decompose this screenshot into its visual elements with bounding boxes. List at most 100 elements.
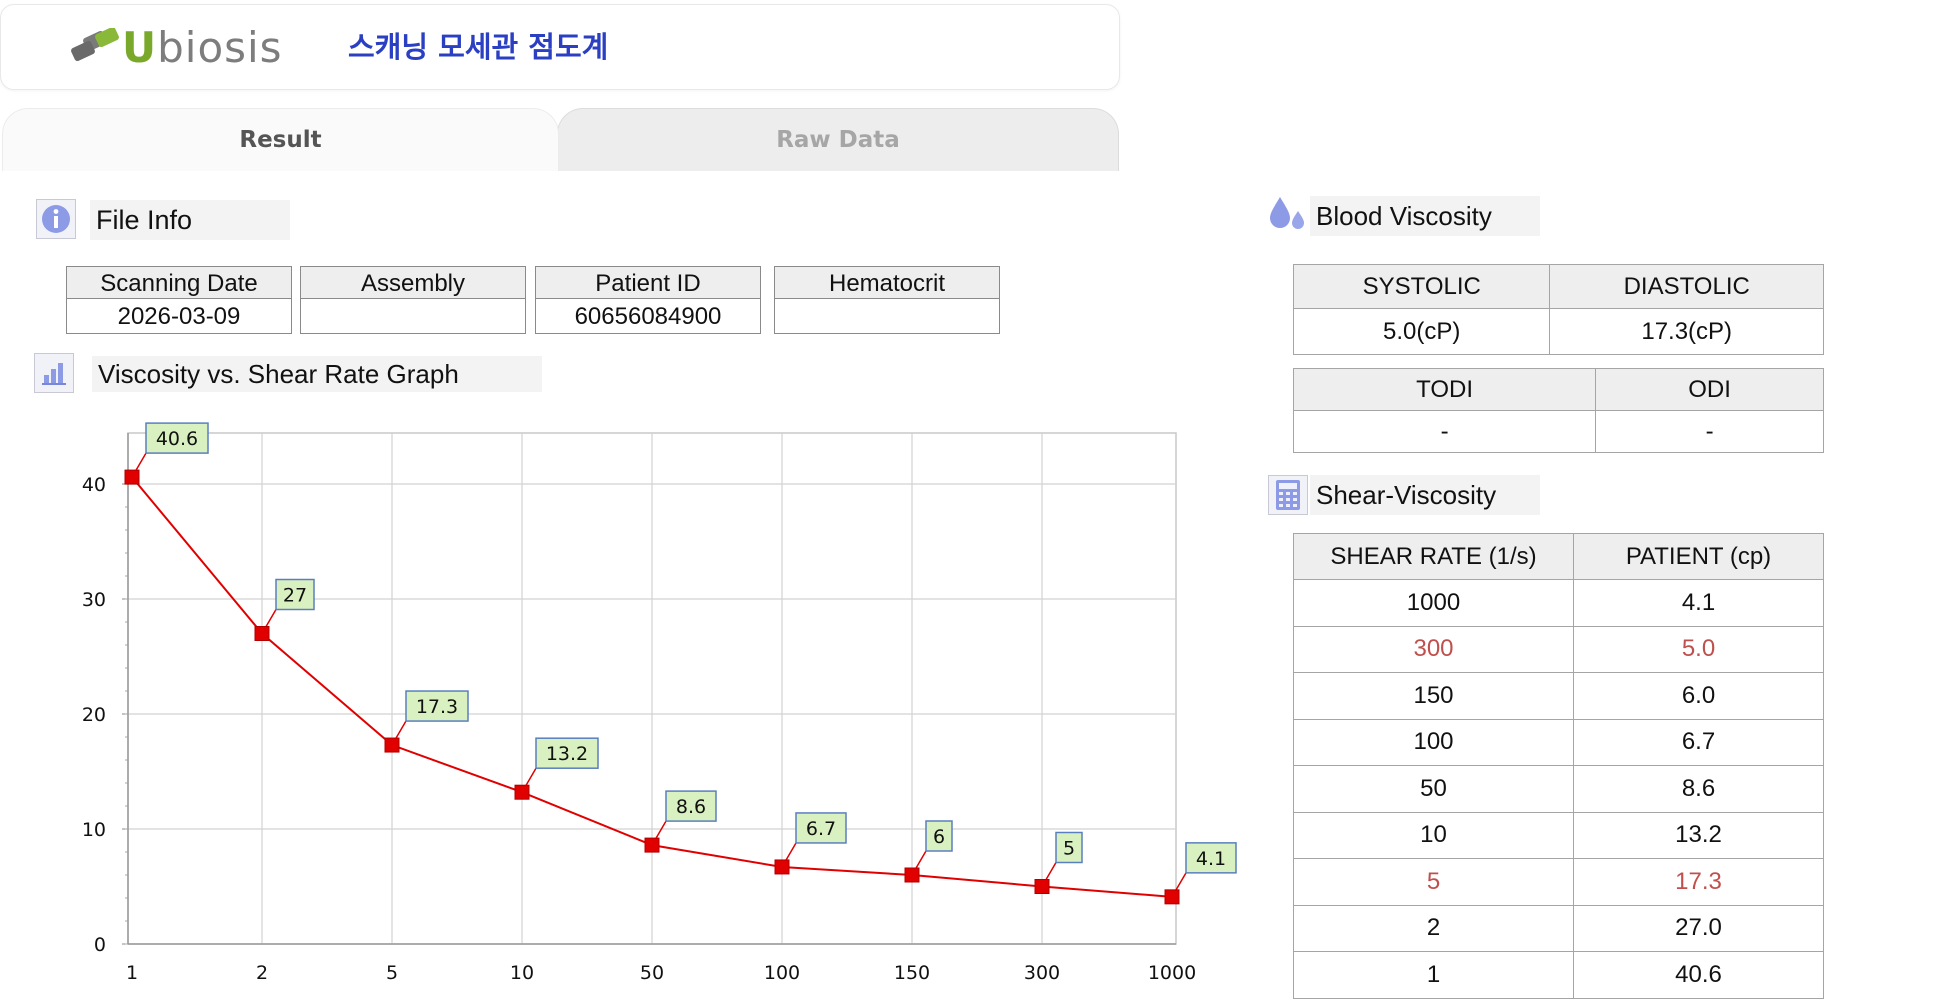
data-point [514, 784, 530, 800]
x-tick-label: 1 [126, 962, 138, 984]
data-point [124, 469, 140, 485]
data-point [1034, 879, 1050, 894]
patient-value-cell: 6.0 [1573, 672, 1824, 720]
x-tick-label: 5 [386, 962, 398, 984]
table-row: 300 5.0 [1293, 625, 1824, 673]
data-label-box [1055, 831, 1083, 864]
shear-rate-cell: 1 [1293, 951, 1574, 999]
data-label: 5 [1063, 838, 1075, 860]
data-label-box [405, 690, 469, 722]
file-info-header: Assembly [300, 266, 526, 299]
file-info-title: File Info [90, 200, 290, 240]
data-point [254, 626, 270, 641]
x-tick-label: 2 [256, 962, 268, 984]
data-label-box [925, 820, 953, 852]
file-info-scanning-date: Scanning Date 2026-03-09 [66, 266, 292, 334]
systolic-value: 5.0(cP) [1292, 308, 1551, 355]
shear-viscosity-table: SHEAR RATE (1/s) PATIENT (cp) 1000 4.1 300… [1293, 533, 1824, 999]
y-tick-label: 30 [82, 589, 106, 611]
patient-value-cell: 5.0 [1573, 625, 1824, 673]
shear-rate-cell: 5 [1293, 858, 1574, 906]
shear-rate-header: SHEAR RATE (1/s) [1293, 533, 1574, 580]
patient-value-cell: 8.6 [1573, 765, 1824, 813]
info-icon [36, 199, 76, 239]
app-title: 스캐닝 모세관 점도계 [348, 30, 609, 64]
data-label: 27 [283, 585, 307, 607]
todi-value: - [1292, 410, 1597, 453]
viscosity-shear-chart: 0 10 20 30 40 1 2 5 10 50 100 150 300 1000 40.6 27 17.3 1… [82, 422, 1237, 984]
file-info-value: 2026-03-09 [66, 299, 292, 334]
file-info-value: 60656084900 [535, 299, 761, 334]
systolic-header: SYSTOLIC [1292, 264, 1551, 309]
x-tick-label: 10 [510, 962, 534, 984]
shear-rate-cell: 1000 [1293, 579, 1574, 627]
table-row: 2 27.0 [1293, 904, 1824, 952]
data-point [644, 837, 660, 853]
water-drops-icon [1266, 193, 1310, 233]
todi-header: TODI [1292, 368, 1597, 411]
patient-value-cell: 27.0 [1573, 904, 1824, 952]
shear-rate-cell: 50 [1293, 765, 1574, 813]
patient-value-cell: 13.2 [1573, 811, 1824, 859]
patient-header: PATIENT (cp) [1573, 533, 1824, 580]
shear-viscosity-title: Shear-Viscosity [1310, 475, 1540, 515]
shear-rate-cell: 10 [1293, 811, 1574, 859]
file-info-value [300, 299, 526, 334]
x-tick-label: 50 [640, 962, 664, 984]
y-tick-label: 40 [82, 474, 106, 496]
file-info-header: Hematocrit [774, 266, 1000, 299]
odi-value: - [1595, 410, 1824, 453]
data-label: 8.6 [676, 796, 706, 818]
x-tick-label: 300 [1024, 962, 1060, 984]
data-label-box [145, 422, 209, 454]
tab-raw-data[interactable]: Raw Data [557, 108, 1119, 171]
table-row: 5 17.3 [1293, 858, 1824, 906]
data-point [774, 859, 790, 875]
data-label: 4.1 [1196, 848, 1226, 870]
table-row: 50 8.6 [1293, 765, 1824, 813]
file-info-value [774, 299, 1000, 334]
logo-wordmark: Ubiosis [122, 23, 283, 72]
shear-rate-cell: 300 [1293, 625, 1574, 673]
shear-rate-cell: 150 [1293, 672, 1574, 720]
tab-result[interactable]: Result [2, 108, 559, 171]
data-label-box [665, 790, 717, 822]
table-row: 1000 4.1 [1293, 579, 1824, 627]
table-row: 150 6.0 [1293, 672, 1824, 720]
app-header [0, 4, 1120, 90]
file-info-assembly: Assembly [300, 266, 526, 334]
diastolic-value: 17.3(cP) [1549, 308, 1824, 355]
diastolic-header: DIASTOLIC [1549, 264, 1824, 309]
file-info-hematocrit: Hematocrit [774, 266, 1000, 334]
file-info-patient-id: Patient ID 60656084900 [535, 266, 761, 334]
patient-value-cell: 6.7 [1573, 718, 1824, 766]
x-tick-label: 150 [894, 962, 930, 984]
graph-title: Viscosity vs. Shear Rate Graph [92, 356, 542, 392]
table-row: 100 6.7 [1293, 718, 1824, 766]
data-label: 13.2 [546, 743, 588, 765]
y-tick-label: 0 [94, 934, 106, 956]
data-label-box [1185, 842, 1237, 874]
table-row: 1 40.6 [1293, 951, 1824, 999]
data-label: 17.3 [416, 696, 458, 718]
y-tick-label: 10 [82, 819, 106, 841]
ubiosis-logo: Ubiosis [70, 20, 310, 72]
patient-value-cell: 4.1 [1573, 579, 1824, 627]
logo-mark-icon [71, 28, 119, 62]
data-label: 6.7 [806, 818, 836, 840]
calculator-icon [1268, 475, 1308, 515]
shear-rate-cell: 2 [1293, 904, 1574, 952]
y-tick-label: 20 [82, 704, 106, 726]
data-point [1164, 889, 1180, 905]
table-row: 10 13.2 [1293, 811, 1824, 859]
bar-chart-icon [34, 353, 74, 393]
data-label-box [275, 578, 315, 611]
x-tick-label: 100 [764, 962, 800, 984]
data-point [904, 867, 920, 883]
odi-table: TODI ODI - - [1292, 368, 1824, 453]
patient-value-cell: 17.3 [1573, 858, 1824, 906]
file-info-header: Patient ID [535, 266, 761, 299]
x-tick-label: 1000 [1148, 962, 1196, 984]
shear-rate-cell: 100 [1293, 718, 1574, 766]
data-label: 6 [933, 826, 945, 848]
